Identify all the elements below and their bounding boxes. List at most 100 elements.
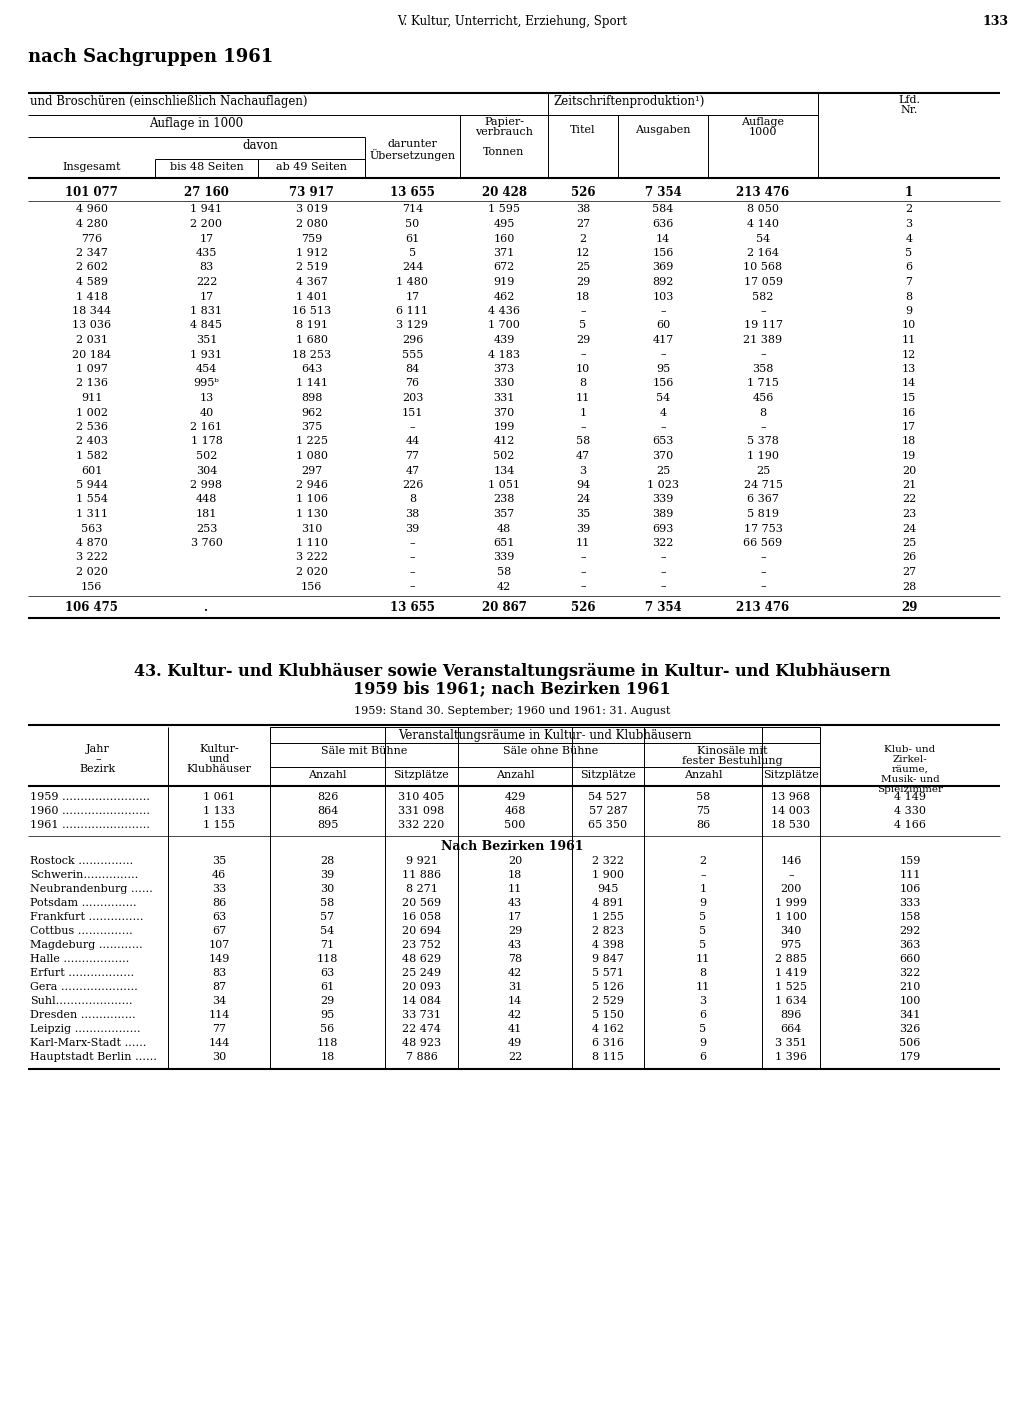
Text: V. Kultur, Unterricht, Erziehung, Sport: V. Kultur, Unterricht, Erziehung, Sport (397, 16, 627, 28)
Text: 2 164: 2 164 (746, 248, 779, 258)
Text: 24: 24 (575, 494, 590, 504)
Text: 29: 29 (901, 601, 918, 613)
Text: 296: 296 (401, 335, 423, 345)
Text: 101 077: 101 077 (66, 186, 118, 199)
Text: –: – (760, 567, 766, 577)
Text: –: – (788, 870, 794, 880)
Text: 213 476: 213 476 (736, 186, 790, 199)
Text: 582: 582 (753, 291, 774, 301)
Text: 895: 895 (316, 821, 338, 831)
Text: Säle mit Bühne: Säle mit Bühne (321, 747, 408, 757)
Text: –: – (660, 422, 666, 432)
Text: fester Bestuhlung: fester Bestuhlung (682, 757, 782, 767)
Text: 4 162: 4 162 (592, 1024, 624, 1035)
Text: und: und (208, 754, 229, 764)
Text: Halle ………………: Halle ……………… (30, 954, 129, 964)
Text: –: – (581, 349, 586, 359)
Text: .: . (205, 601, 209, 613)
Text: 29: 29 (508, 926, 522, 937)
Text: 18: 18 (508, 870, 522, 880)
Text: 42: 42 (508, 1011, 522, 1021)
Text: 417: 417 (652, 335, 674, 345)
Text: 2: 2 (580, 233, 587, 243)
Text: 332 220: 332 220 (398, 821, 444, 831)
Text: 506: 506 (899, 1038, 921, 1048)
Text: –: – (581, 422, 586, 432)
Text: 454: 454 (196, 364, 217, 373)
Text: 341: 341 (899, 1011, 921, 1021)
Text: 60: 60 (656, 321, 670, 331)
Text: 133: 133 (982, 16, 1008, 28)
Text: 149: 149 (208, 954, 229, 964)
Text: 48: 48 (497, 524, 511, 534)
Text: 672: 672 (494, 263, 515, 273)
Text: 26: 26 (902, 552, 916, 562)
Text: 370: 370 (652, 452, 674, 462)
Text: 65 350: 65 350 (589, 821, 628, 831)
Text: 20 093: 20 093 (402, 983, 441, 993)
Text: –: – (760, 305, 766, 317)
Text: 370: 370 (494, 408, 515, 417)
Text: –: – (410, 552, 416, 562)
Text: 29: 29 (575, 335, 590, 345)
Text: 1 900: 1 900 (592, 870, 624, 880)
Text: 1 418: 1 418 (76, 291, 108, 301)
Text: 39: 39 (321, 870, 335, 880)
Text: 160: 160 (494, 233, 515, 243)
Text: 3 760: 3 760 (190, 538, 222, 548)
Text: Neubrandenburg ……: Neubrandenburg …… (30, 885, 153, 895)
Text: 1 700: 1 700 (488, 321, 520, 331)
Text: Säle ohne Bühne: Säle ohne Bühne (504, 747, 599, 757)
Text: 35: 35 (575, 508, 590, 518)
Text: 4 166: 4 166 (894, 821, 926, 831)
Text: 156: 156 (652, 379, 674, 389)
Text: 1 525: 1 525 (775, 983, 807, 993)
Text: 27: 27 (902, 567, 916, 577)
Text: Insgesamt: Insgesamt (62, 162, 121, 172)
Text: 5: 5 (409, 248, 416, 258)
Text: 23 752: 23 752 (402, 940, 441, 950)
Text: davon: davon (242, 139, 278, 152)
Text: 340: 340 (780, 926, 802, 937)
Text: –: – (581, 567, 586, 577)
Text: 776: 776 (81, 233, 102, 243)
Text: 20 694: 20 694 (402, 926, 441, 937)
Text: –: – (660, 567, 666, 577)
Text: 30: 30 (212, 1052, 226, 1062)
Text: 4 845: 4 845 (190, 321, 222, 331)
Text: Papier-: Papier- (484, 116, 524, 126)
Text: 5 819: 5 819 (746, 508, 779, 518)
Text: 151: 151 (401, 408, 423, 417)
Text: 7 354: 7 354 (645, 601, 681, 613)
Text: 1 051: 1 051 (488, 480, 520, 490)
Text: 5: 5 (580, 321, 587, 331)
Text: 22 474: 22 474 (402, 1024, 441, 1035)
Text: Veranstaltungsräume in Kultur- und Klubhäusern: Veranstaltungsräume in Kultur- und Klubh… (398, 728, 692, 741)
Text: 11: 11 (508, 885, 522, 895)
Text: 29: 29 (321, 997, 335, 1007)
Text: 10: 10 (902, 321, 916, 331)
Text: 86: 86 (696, 821, 710, 831)
Text: 1 178: 1 178 (190, 436, 222, 446)
Text: 1 133: 1 133 (203, 807, 234, 816)
Text: 1: 1 (905, 186, 913, 199)
Text: 435: 435 (196, 248, 217, 258)
Text: 1 680: 1 680 (296, 335, 328, 345)
Text: 331 098: 331 098 (398, 807, 444, 816)
Text: 5 378: 5 378 (748, 436, 779, 446)
Text: 27 160: 27 160 (184, 186, 229, 199)
Text: 4 436: 4 436 (488, 305, 520, 317)
Text: 1961 ……………………: 1961 …………………… (30, 821, 150, 831)
Text: 584: 584 (652, 204, 674, 214)
Text: 9: 9 (699, 1038, 707, 1048)
Text: 14 084: 14 084 (402, 997, 441, 1007)
Text: 18: 18 (321, 1052, 335, 1062)
Text: 330: 330 (494, 379, 515, 389)
Text: 18: 18 (902, 436, 916, 446)
Text: 2 322: 2 322 (592, 856, 624, 866)
Text: 1 480: 1 480 (396, 277, 428, 287)
Text: 17 753: 17 753 (743, 524, 782, 534)
Text: Zeitschriftenproduktion¹): Zeitschriftenproduktion¹) (553, 95, 705, 108)
Text: –: – (660, 552, 666, 562)
Text: 25 249: 25 249 (402, 968, 441, 978)
